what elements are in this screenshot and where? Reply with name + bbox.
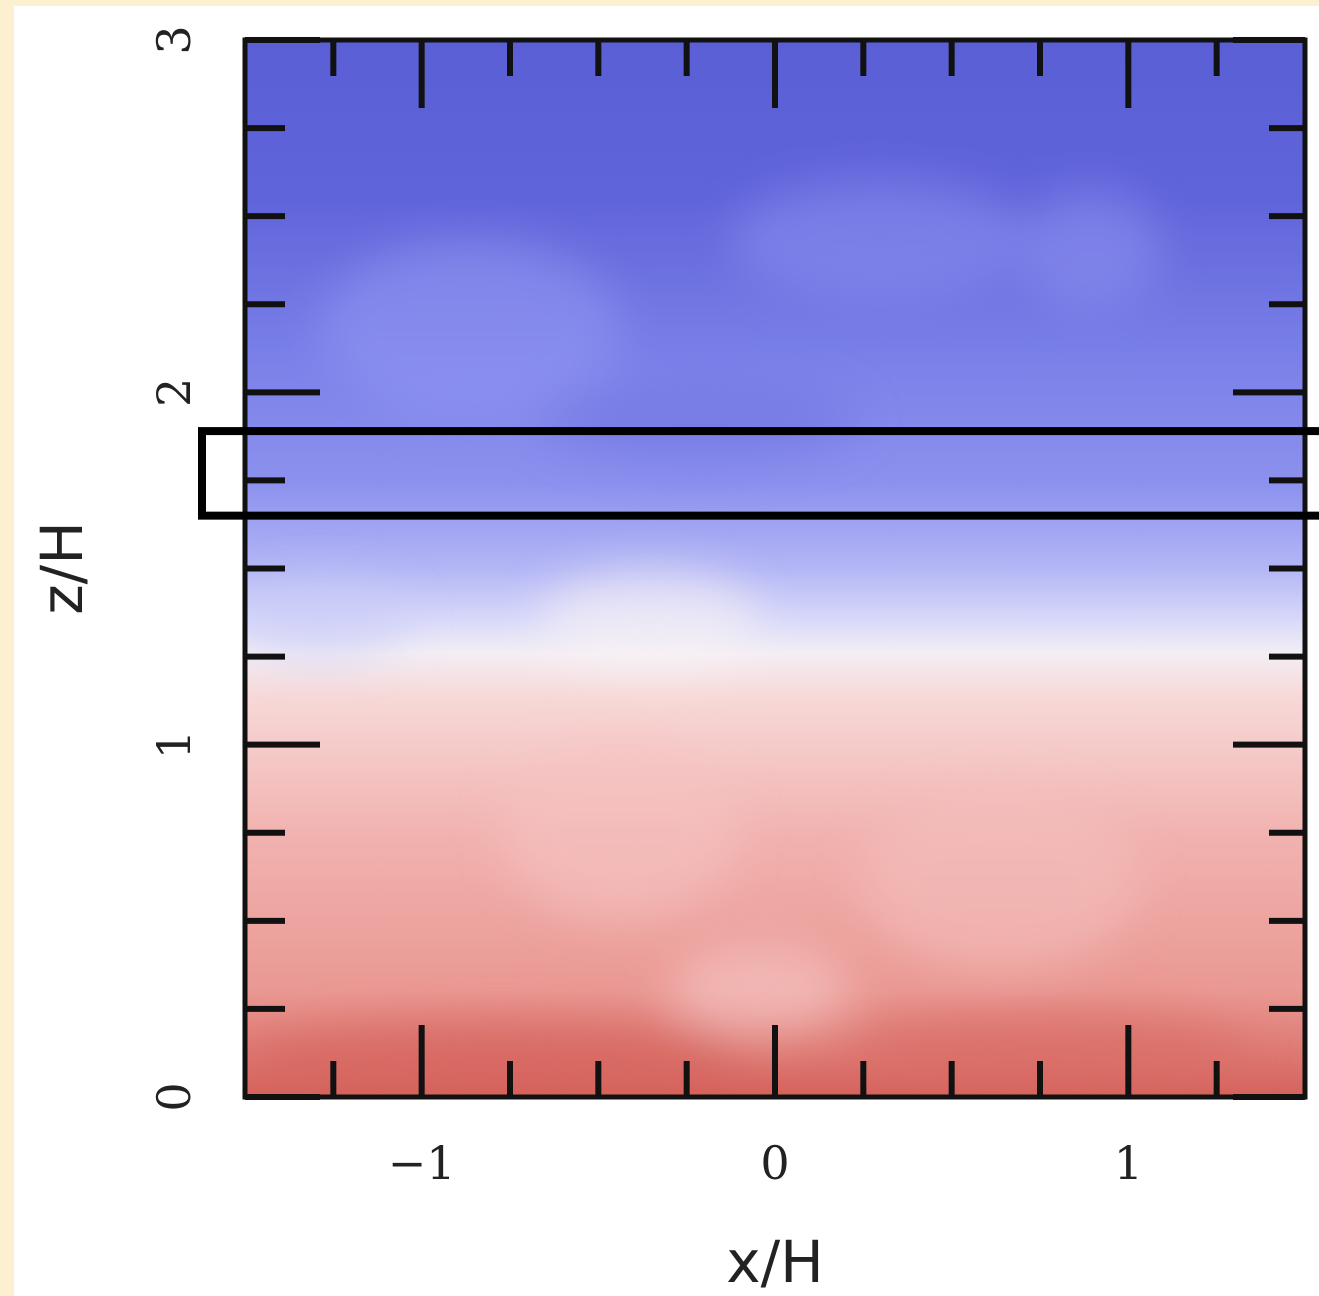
x-tick-label: −1 [388, 1136, 456, 1190]
y-axis-label: z/H [28, 521, 96, 615]
y-tick-label: 3 [147, 25, 201, 54]
field-image [245, 40, 1305, 1097]
x-tick-label: 0 [760, 1136, 789, 1190]
y-tick-label: 1 [147, 730, 201, 759]
y-tick-label: 0 [147, 1082, 201, 1111]
highlight-box [198, 427, 1319, 520]
x-tick-label: 1 [1114, 1136, 1143, 1190]
y-tick-label: 2 [147, 378, 201, 407]
x-axis-label: x/H [726, 1228, 823, 1296]
